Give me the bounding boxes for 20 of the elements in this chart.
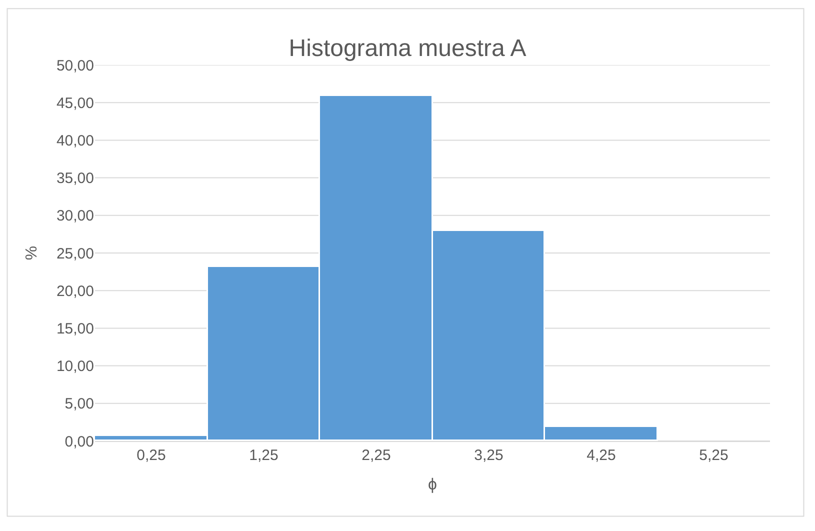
y-tick-label: 30,00	[56, 208, 94, 225]
x-tick-label: 0,25	[136, 447, 166, 464]
y-tick-label: 50,00	[56, 57, 94, 74]
y-tick-label: 45,00	[56, 94, 94, 112]
chart-title: Histograma muestra A	[288, 35, 526, 62]
x-tick-label: 2,25	[362, 447, 391, 464]
y-tick-label: 20,00	[56, 282, 94, 300]
x-tick-label: 4,25	[586, 447, 616, 464]
x-tick-label: 3,25	[474, 447, 504, 464]
y-axis-title: %	[23, 246, 40, 260]
y-tick-label: 15,00	[56, 320, 94, 338]
y-tick-label: 40,00	[56, 132, 94, 150]
x-tick-label: 1,25	[249, 447, 278, 464]
y-tick-label: 5,00	[64, 396, 94, 413]
y-tick-label: 10,00	[56, 358, 94, 376]
y-tick-label: 0,00	[64, 433, 94, 450]
x-axis-title: ϕ	[428, 476, 438, 494]
y-tick-label: 25,00	[56, 245, 94, 262]
y-tick-label: 35,00	[56, 170, 94, 188]
x-tick-label: 5,25	[699, 447, 728, 464]
